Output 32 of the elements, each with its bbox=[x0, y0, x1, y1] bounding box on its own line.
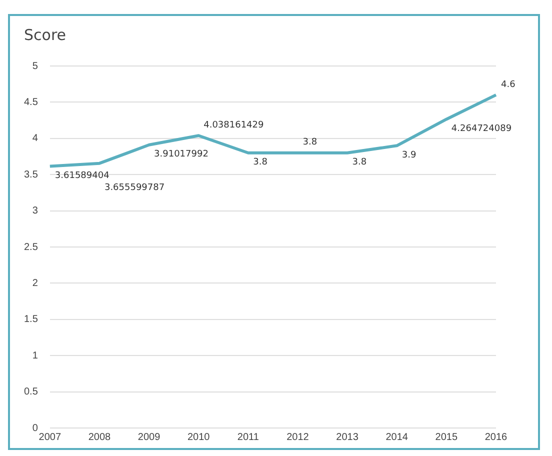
x-tick-label: 2013 bbox=[336, 432, 359, 443]
x-tick-label: 2009 bbox=[138, 432, 161, 443]
x-tick-label: 2012 bbox=[286, 432, 310, 443]
data-label: 3.91017992 bbox=[154, 150, 208, 160]
y-tick-label: 4 bbox=[32, 133, 38, 144]
y-tick-label: 4.5 bbox=[24, 96, 38, 108]
y-tick-label: 1.5 bbox=[24, 314, 38, 326]
x-tick-label: 2011 bbox=[237, 432, 260, 443]
data-label: 3.61589404 bbox=[54, 171, 110, 182]
x-tick-label: 2014 bbox=[386, 432, 408, 443]
x-tick-label: 2007 bbox=[38, 432, 62, 443]
y-tick-label: 3.5 bbox=[24, 169, 38, 180]
data-label: 3.8 bbox=[352, 158, 367, 168]
y-tick-label: 0 bbox=[32, 422, 38, 434]
data-label: 4.038161429 bbox=[204, 120, 264, 130]
y-tick-label: 1 bbox=[32, 350, 38, 362]
y-tick-label: 0.5 bbox=[24, 386, 38, 398]
data-label: 3.8 bbox=[253, 158, 268, 168]
data-label: 3.655599787 bbox=[104, 183, 165, 194]
data-label: 3.8 bbox=[302, 138, 318, 148]
y-tick-label: 3 bbox=[32, 206, 38, 217]
y-tick-label: 2.5 bbox=[24, 242, 38, 253]
x-tick-label: 2008 bbox=[88, 432, 112, 443]
data-label: 4.264724089 bbox=[451, 124, 512, 134]
y-tick-label: 5 bbox=[32, 60, 38, 72]
x-tick-label: 2016 bbox=[484, 432, 508, 443]
x-tick-label: 2010 bbox=[187, 432, 210, 443]
data-label: 4.6 bbox=[501, 80, 516, 90]
x-tick-label: 2015 bbox=[435, 432, 458, 443]
data-label: 3.9 bbox=[402, 150, 416, 160]
chart-title: Score bbox=[24, 26, 66, 44]
y-tick-label: 2 bbox=[32, 278, 38, 289]
